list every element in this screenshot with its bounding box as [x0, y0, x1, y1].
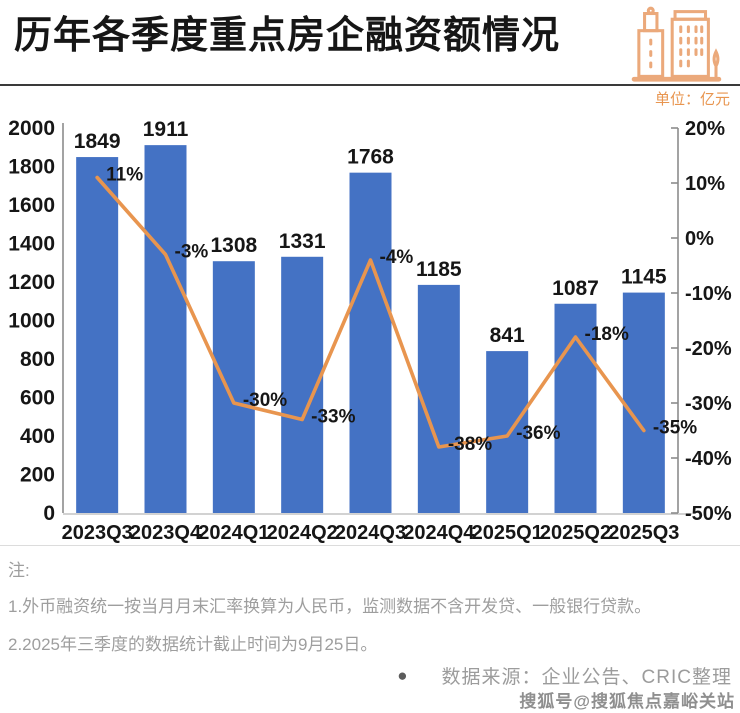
x-axis-label: 2024Q4 — [403, 522, 475, 544]
bar-2024Q1 — [212, 261, 255, 513]
bar-value-label: 1331 — [279, 230, 326, 253]
left-axis-tick: 1400 — [8, 233, 55, 256]
bar-value-label: 1849 — [74, 130, 121, 153]
header: 历年各季度重点房企融资额情况 — [0, 0, 740, 86]
bar-value-label: 1145 — [621, 266, 667, 289]
right-axis-tick: -10% — [685, 283, 732, 305]
bar-value-label: 1768 — [347, 146, 394, 169]
buildings-icon — [628, 4, 724, 84]
right-axis-tick: -20% — [685, 338, 732, 360]
bar-2025Q1 — [486, 351, 529, 513]
note-line-2: 2.2025年三季度的数据统计截止时间为9月25日。 — [8, 635, 378, 654]
notes-section: 注: 1.外币融资统一按当月月末汇率换算为人民币，监测数据不含开发贷、一般银行贷… — [0, 545, 740, 657]
left-axis-tick: 2000 — [8, 117, 55, 140]
line-value-label: -3% — [175, 242, 209, 263]
left-axis-tick: 600 — [20, 387, 55, 410]
bar-line-chart: 2000 1800 1600 1400 1200 1000 800 600 400 200 0 20%… — [0, 113, 740, 545]
line-value-label: -38% — [448, 434, 492, 455]
bar-value-label: 1911 — [143, 118, 189, 141]
right-axis-tick: 20% — [685, 118, 725, 140]
bar-2024Q3 — [349, 172, 392, 513]
line-value-label: -30% — [243, 390, 287, 411]
right-axis-tick: -30% — [685, 393, 732, 415]
line-value-label: -35% — [653, 418, 697, 439]
growth-line — [95, 175, 646, 449]
line-value-label: -33% — [311, 407, 355, 428]
left-axis-tick: 1600 — [8, 194, 55, 217]
right-axis-tick: 0% — [685, 228, 714, 250]
x-axis-label: 2024Q1 — [198, 522, 269, 544]
left-axis-tick: 200 — [20, 464, 55, 487]
bar-2023Q4 — [144, 145, 187, 513]
x-axis-label: 2023Q4 — [130, 522, 202, 544]
bar-2024Q4 — [417, 284, 460, 513]
left-axis-tick: 800 — [20, 348, 55, 371]
line-value-label: -4% — [380, 247, 414, 268]
x-axis-label: 2024Q2 — [267, 522, 338, 544]
bar-value-label: 1087 — [552, 277, 599, 300]
bar-2023Q3 — [76, 157, 119, 513]
bar-value-label: 1185 — [416, 258, 462, 281]
line-value-label: -36% — [516, 423, 560, 444]
source-row: ● 数据来源：企业公告、CRIC整理 — [397, 662, 732, 689]
x-axis-label: 2024Q3 — [335, 522, 406, 544]
line-value-label: -18% — [585, 324, 629, 345]
x-axis-label: 2023Q3 — [62, 522, 133, 544]
notes-label: 注: — [8, 561, 30, 580]
left-axis-tick: 1800 — [8, 156, 55, 179]
page-title: 历年各季度重点房企融资额情况 — [14, 15, 561, 57]
x-axis-label: 2025Q1 — [472, 522, 543, 544]
note-line-1: 1.外币融资统一按当月月末汇率换算为人民币，监测数据不含开发贷、一般银行贷款。 — [8, 597, 652, 616]
left-axis-tick: 0 — [43, 502, 55, 525]
bar-value-label: 841 — [490, 324, 525, 347]
bar-value-label: 1308 — [210, 234, 257, 257]
data-source: 数据来源：企业公告、CRIC整理 — [441, 667, 732, 688]
bar-2025Q3 — [622, 292, 665, 513]
left-axis-tick: 1200 — [8, 271, 55, 294]
right-axis-tick: -50% — [685, 503, 732, 525]
watermark: 搜狐号@搜狐焦点嘉峪关站 — [519, 692, 735, 711]
left-axis-tick: 1000 — [8, 310, 55, 333]
x-axis-label: 2025Q2 — [540, 522, 611, 544]
chart-canvas: 200018001600140012001000800600400200020%… — [8, 117, 732, 544]
bullet-icon: ● — [397, 666, 408, 685]
x-axis-label: 2025Q3 — [608, 522, 679, 544]
left-axis-tick: 400 — [20, 425, 55, 448]
line-value-label: 11% — [106, 165, 143, 186]
right-axis-tick: -40% — [685, 448, 732, 470]
unit-label: 单位：亿元 — [654, 91, 730, 108]
right-axis-tick: 10% — [685, 173, 725, 195]
